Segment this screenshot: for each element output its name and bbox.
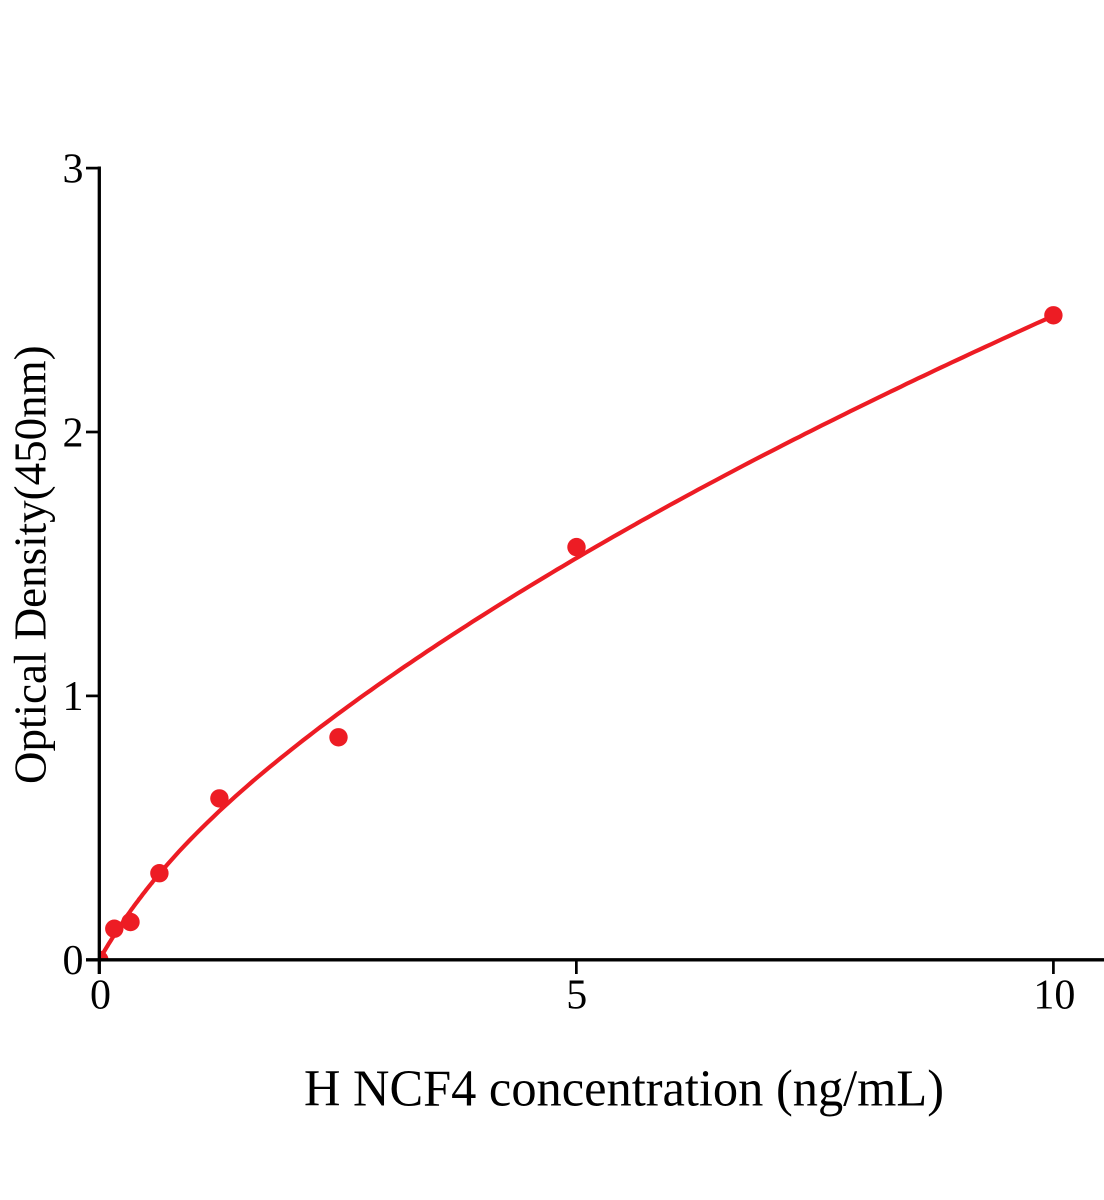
svg-text:5: 5	[566, 972, 587, 1018]
svg-text:Optical Density(450nm): Optical Density(450nm)	[6, 345, 56, 784]
svg-text:2: 2	[63, 410, 84, 456]
svg-text:H NCF4 concentration (ng/mL): H NCF4 concentration (ng/mL)	[304, 1061, 944, 1118]
svg-text:1: 1	[63, 674, 84, 720]
svg-text:0: 0	[63, 938, 84, 984]
svg-text:10: 10	[1033, 972, 1075, 1018]
svg-text:3: 3	[63, 146, 84, 192]
svg-text:0: 0	[90, 972, 111, 1018]
